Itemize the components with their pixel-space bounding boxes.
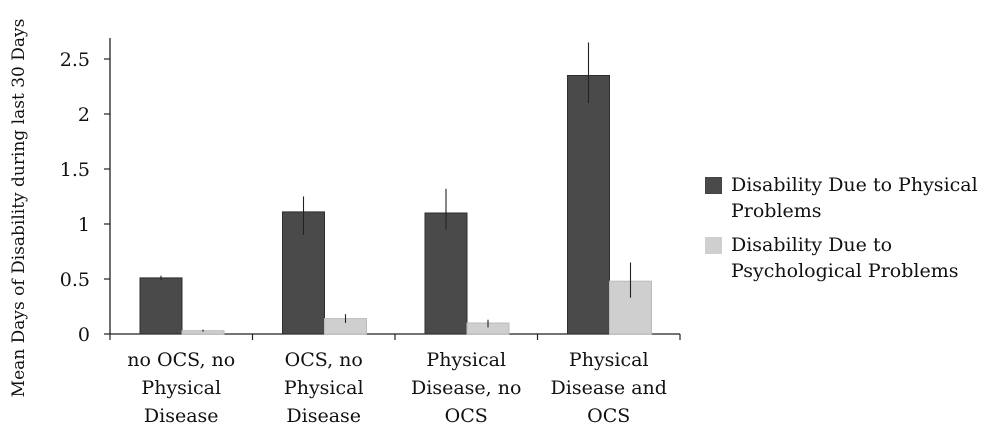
bar-physical-0 [139, 277, 183, 335]
legend-swatch [705, 177, 722, 194]
labels: 0 0.5 1 1.5 2 2.5 Mean Days of Disability duri… [9, 19, 667, 427]
y-tick-label: 1.5 [60, 159, 90, 181]
legend-label: Disability Due to Psychological Problems [731, 234, 959, 282]
y-axis-title: Mean Days of Disability during last 30 D… [9, 19, 29, 398]
category-label: no OCS, no Physical Disease [127, 349, 235, 427]
y-tick-label: 0.5 [60, 269, 90, 291]
y-tick-label: 0 [78, 324, 90, 346]
legend-item-psychological: Disability Due to Psychological Problems [705, 232, 981, 284]
category-label: Physical Disease, no OCS [411, 349, 521, 427]
y-tick-label: 1 [78, 214, 90, 236]
category-label: OCS, no Physical Disease [284, 349, 364, 427]
y-tick-label: 2 [78, 104, 90, 126]
legend-label: Disability Due to Physical Problems [731, 174, 978, 222]
bars [139, 42, 652, 335]
legend-item-physical: Disability Due to Physical Problems [705, 172, 981, 224]
bar-physical-2 [424, 212, 468, 335]
legend: Disability Due to Physical Problems Disabi… [705, 172, 981, 292]
bar-physical-3 [567, 75, 610, 335]
legend-swatch [705, 237, 722, 254]
category-label: Physical Disease and OCS [551, 349, 667, 427]
y-tick-label: 2.5 [60, 49, 90, 71]
